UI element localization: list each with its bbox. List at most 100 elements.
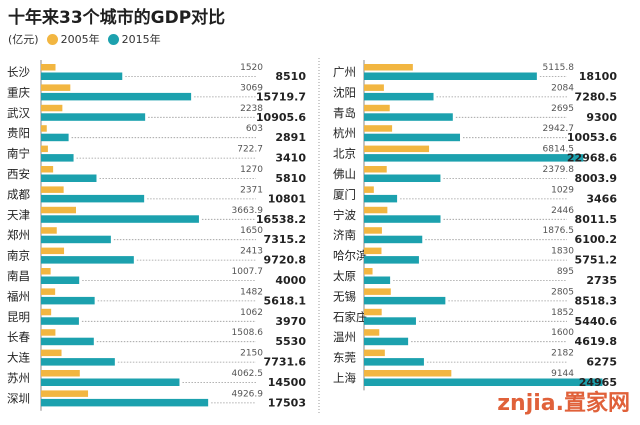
bar-2015-佛山: [364, 174, 441, 182]
value-2005-南宁: 722.7: [237, 145, 263, 155]
value-2015-沈阳: 7280.5: [575, 90, 617, 103]
value-2015-重庆: 15719.7: [256, 90, 306, 103]
bar-2005-重庆: [41, 84, 71, 91]
city-label-南京: 南京: [7, 249, 30, 263]
city-label-上海: 上海: [333, 371, 356, 385]
value-2005-贵阳: 603: [246, 124, 263, 134]
bar-2005-北京: [364, 145, 430, 153]
value-2015-哈尔滨: 5751.2: [575, 254, 617, 267]
bar-2015-南京: [41, 256, 134, 264]
value-2015-深圳: 17503: [268, 396, 306, 409]
bar-2015-宁波: [364, 215, 441, 223]
city-label-北京: 北京: [333, 147, 356, 161]
value-2015-厦门: 3466: [586, 192, 617, 205]
value-2005-深圳: 4926.9: [232, 389, 264, 399]
value-2015-温州: 4619.8: [575, 335, 617, 348]
bar-2005-佛山: [364, 166, 387, 173]
bar-2005-西安: [41, 166, 54, 173]
bar-2005-长春: [41, 329, 56, 336]
bar-2005-无锡: [364, 288, 391, 295]
bar-2015-长沙: [41, 72, 123, 80]
city-label-重庆: 重庆: [7, 85, 30, 99]
city-label-广州: 广州: [333, 65, 356, 79]
value-2005-南昌: 1007.7: [232, 267, 264, 277]
city-label-武汉: 武汉: [7, 106, 30, 120]
unit-label: (亿元): [8, 33, 39, 46]
city-label-青岛: 青岛: [333, 106, 356, 120]
legend-label-2005: 2005年: [60, 33, 100, 46]
value-2015-佛山: 8003.9: [575, 172, 617, 185]
city-label-深圳: 深圳: [7, 391, 30, 405]
bar-2015-东莞: [364, 358, 424, 366]
value-2015-无锡: 8518.3: [575, 294, 617, 307]
value-2015-广州: 18100: [579, 70, 618, 83]
bar-2005-贵阳: [41, 125, 47, 132]
value-2015-南昌: 4000: [275, 274, 306, 287]
legend-label-2015: 2015年: [121, 33, 161, 46]
value-2015-南宁: 3410: [275, 152, 306, 165]
value-2005-石家庄: 1852: [551, 308, 574, 318]
city-label-成都: 成都: [7, 187, 30, 201]
city-label-济南: 济南: [333, 228, 356, 242]
value-2005-太原: 895: [557, 267, 574, 277]
city-label-福州: 福州: [7, 289, 30, 303]
value-2005-福州: 1482: [240, 287, 263, 297]
value-2005-南京: 2413: [240, 247, 263, 257]
legend-swatch-2015: [107, 33, 119, 45]
value-2005-北京: 6814.5: [543, 145, 575, 155]
bar-2005-大连: [41, 349, 62, 357]
value-2015-福州: 5618.1: [264, 294, 306, 307]
value-2015-昆明: 3970: [275, 315, 306, 328]
value-2015-东莞: 6275: [586, 356, 617, 369]
bar-2015-石家庄: [364, 317, 416, 325]
bar-2005-福州: [41, 288, 56, 295]
value-2015-长春: 5530: [275, 335, 306, 348]
bar-2015-厦门: [364, 194, 398, 203]
city-label-沈阳: 沈阳: [333, 85, 356, 99]
value-2005-广州: 5115.8: [543, 63, 575, 73]
value-2005-成都: 2371: [240, 185, 263, 195]
bar-2005-长沙: [41, 64, 56, 71]
value-2015-贵阳: 2891: [275, 131, 306, 144]
city-label-无锡: 无锡: [333, 289, 356, 303]
value-2015-石家庄: 5440.6: [575, 315, 618, 328]
value-2005-长春: 1508.6: [232, 328, 264, 338]
bar-2015-贵阳: [41, 133, 69, 142]
value-2015-青岛: 9300: [586, 111, 617, 124]
bar-2015-广州: [364, 72, 537, 80]
city-label-杭州: 杭州: [333, 126, 356, 140]
city-label-南昌: 南昌: [7, 269, 30, 283]
value-2005-昆明: 1062: [240, 308, 263, 318]
bar-2005-温州: [364, 329, 380, 336]
bar-2015-深圳: [41, 398, 209, 407]
bar-2015-青岛: [364, 113, 453, 121]
bar-2005-南宁: [41, 145, 48, 153]
city-label-贵阳: 贵阳: [7, 126, 30, 140]
value-2015-西安: 5810: [275, 172, 306, 185]
city-label-东莞: 东莞: [333, 351, 356, 365]
value-2005-东莞: 2182: [551, 349, 574, 359]
value-2005-重庆: 3069: [240, 83, 263, 93]
bar-2005-宁波: [364, 206, 388, 214]
city-label-南宁: 南宁: [7, 147, 30, 161]
value-2005-天津: 3663.9: [232, 206, 264, 216]
city-label-厦门: 厦门: [333, 187, 356, 201]
value-2005-无锡: 2805: [551, 287, 574, 297]
bar-2005-厦门: [364, 186, 374, 193]
bar-2005-南昌: [41, 268, 51, 275]
city-label-长沙: 长沙: [7, 65, 30, 79]
bar-2005-郑州: [41, 227, 57, 234]
bar-2015-上海: [364, 378, 603, 386]
value-2005-佛山: 2379.8: [543, 165, 575, 175]
bar-2005-沈阳: [364, 84, 384, 91]
value-2005-武汉: 2238: [240, 104, 263, 114]
value-2005-苏州: 4062.5: [232, 369, 264, 379]
bar-2015-沈阳: [364, 92, 434, 101]
bar-2005-成都: [41, 186, 64, 193]
value-2015-济南: 6100.2: [575, 233, 617, 246]
bar-2015-昆明: [41, 317, 79, 325]
bar-2015-重庆: [41, 92, 192, 101]
city-label-昆明: 昆明: [7, 310, 30, 324]
bar-2005-石家庄: [364, 308, 382, 316]
bar-2015-温州: [364, 337, 409, 346]
